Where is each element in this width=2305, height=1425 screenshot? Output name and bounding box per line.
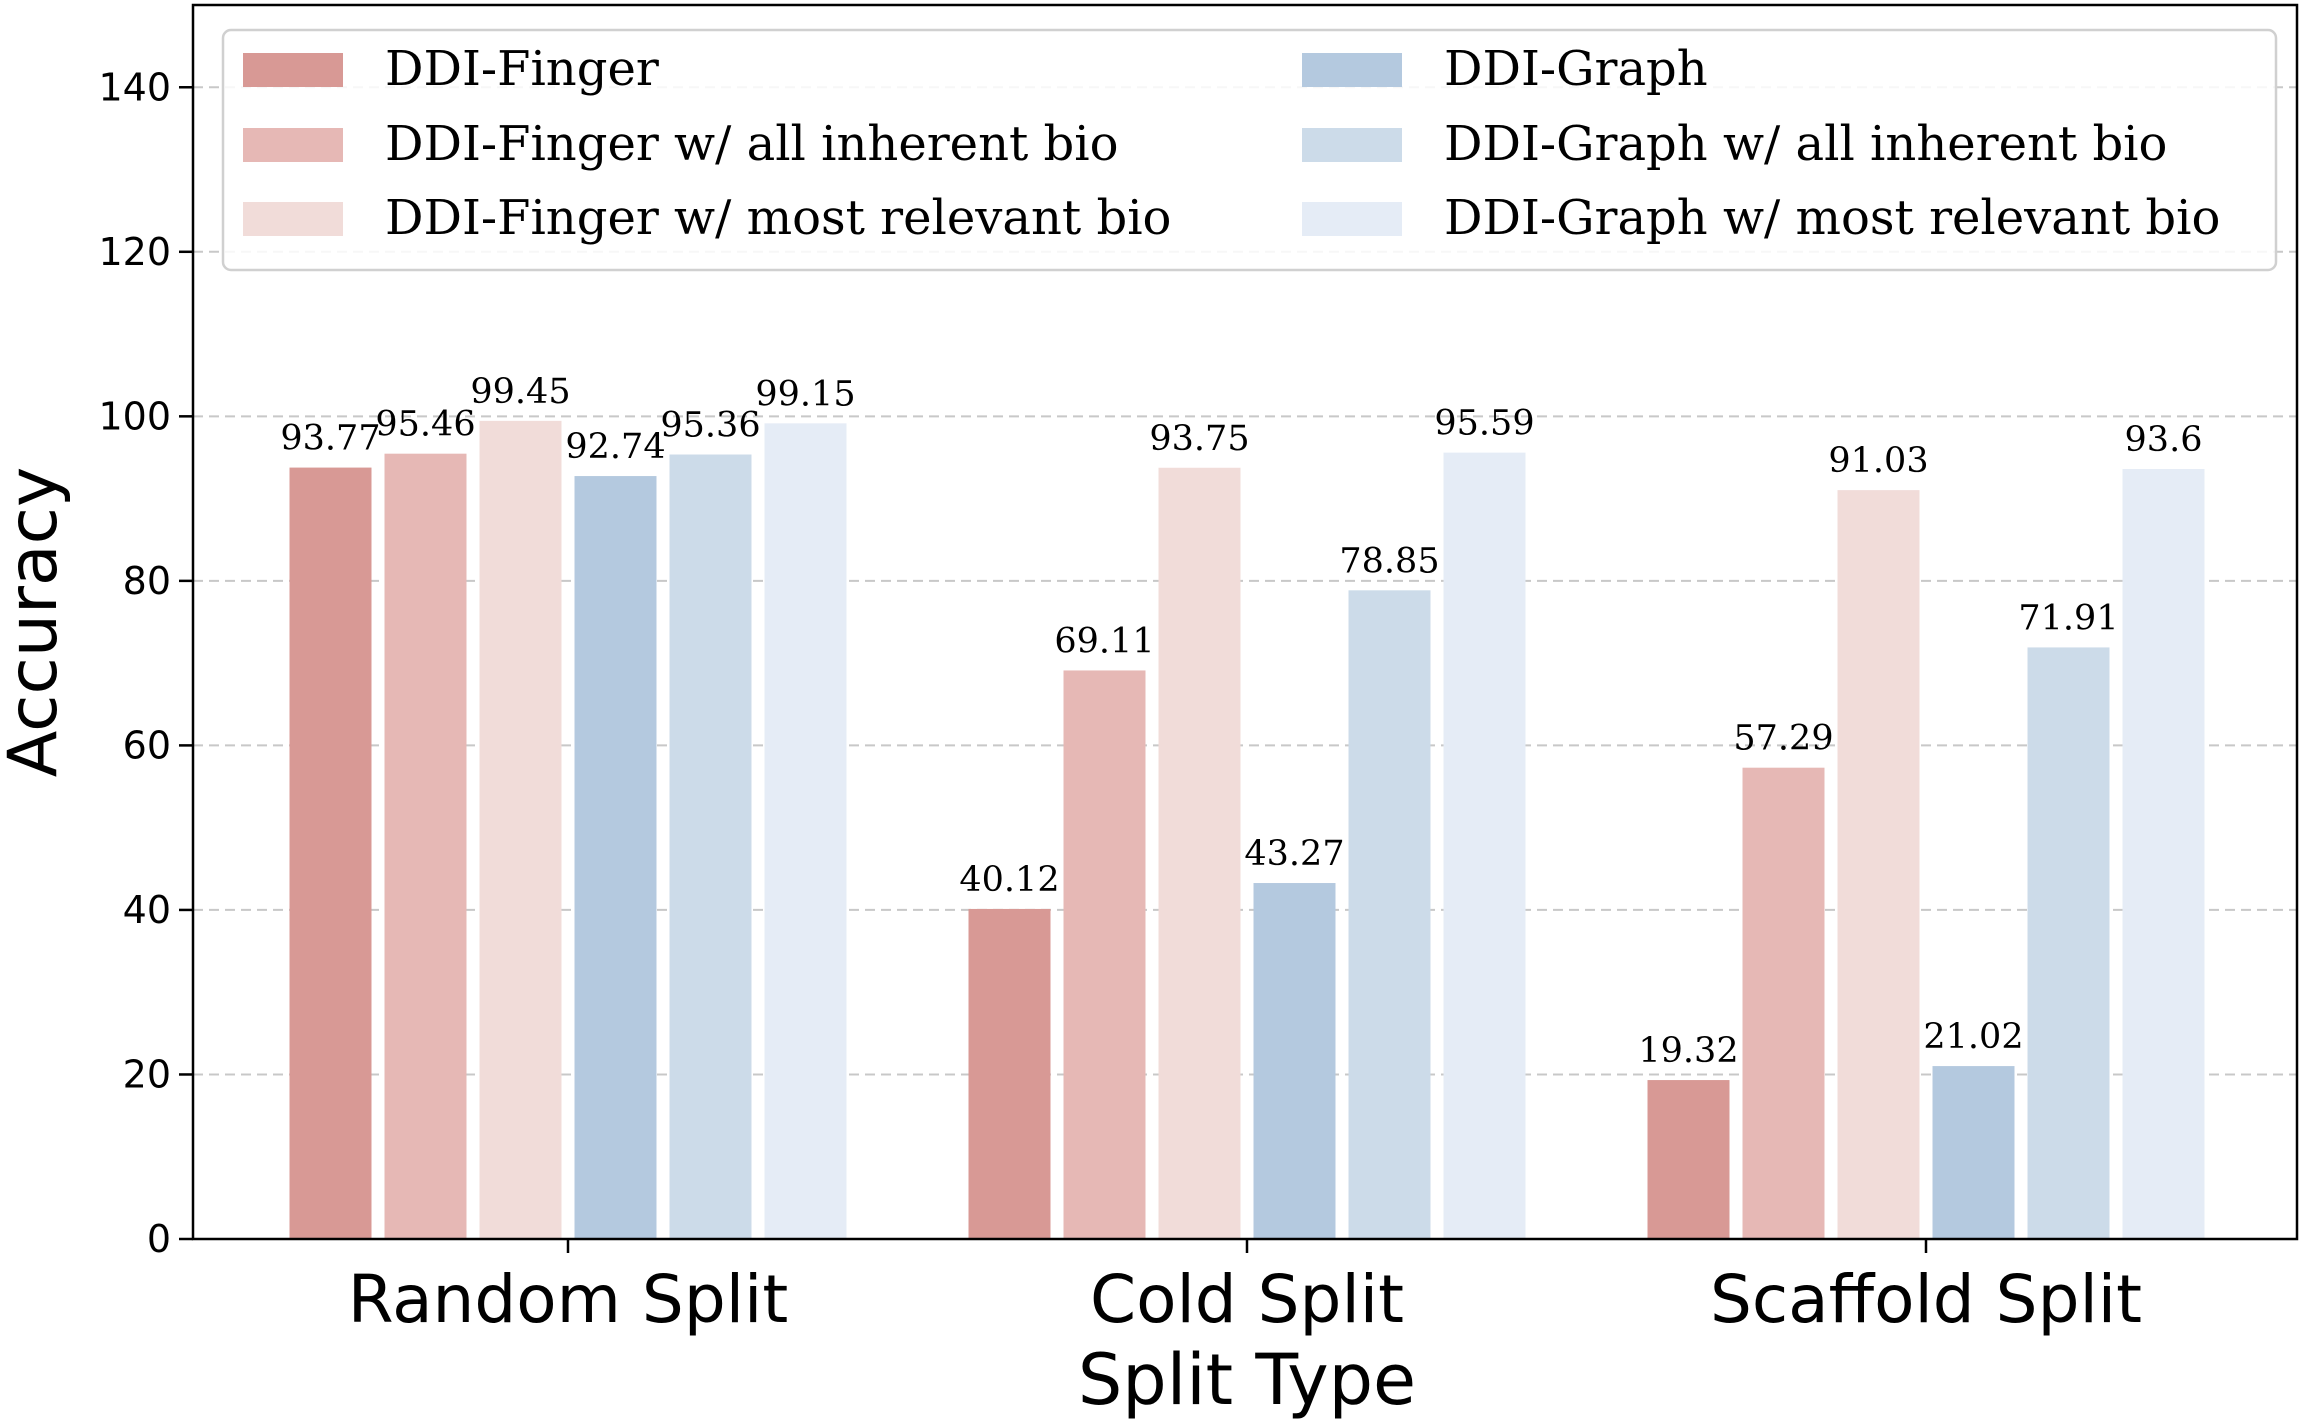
bar-value-label: 21.02: [1923, 1017, 2023, 1057]
bar-value-label: 91.03: [1828, 441, 1928, 481]
y-tick-label: 20: [123, 1052, 171, 1096]
bar: [1742, 767, 1825, 1239]
bar: [968, 908, 1051, 1239]
x-axis-label: Split Type: [1078, 1339, 1416, 1421]
y-tick-label: 140: [98, 65, 171, 109]
bar-value-label: 57.29: [1733, 719, 1833, 759]
legend-label: DDI-Graph: [1444, 41, 1708, 97]
legend-label: DDI-Graph w/ most relevant bio: [1444, 190, 2220, 246]
bar: [1063, 670, 1146, 1239]
legend-label: DDI-Finger w/ most relevant bio: [385, 190, 1171, 246]
x-tick-label: Scaffold Split: [1710, 1261, 2142, 1338]
legend: DDI-Finger DDI-Finger w/ all inherent bio…: [221, 28, 2278, 272]
y-tick-label: 60: [123, 723, 171, 767]
bar-value-label: 95.46: [375, 405, 475, 445]
legend-label: DDI-Graph w/ all inherent bio: [1444, 116, 2167, 172]
axes: [179, 3, 2299, 1253]
legend-swatch: [243, 53, 343, 87]
legend-box: [221, 28, 2278, 272]
bar-value-label: 78.85: [1339, 541, 1439, 581]
legend-swatch: [243, 202, 343, 236]
bar-value-label: 92.74: [565, 427, 665, 467]
bar-value-label: 99.45: [470, 372, 570, 412]
bar-group: [289, 420, 2205, 1240]
legend-label: DDI-Finger w/ all inherent bio: [385, 116, 1119, 172]
y-tick-label: 40: [123, 888, 171, 932]
y-tick-label: 80: [123, 559, 171, 603]
bar: [1348, 590, 1431, 1239]
bar: [764, 423, 847, 1239]
y-tick-label: 100: [98, 394, 171, 438]
bar: [289, 467, 372, 1240]
bar-value-label: 93.77: [280, 419, 380, 459]
bar-value-label: 40.12: [959, 860, 1059, 900]
bar-value-label: 93.75: [1149, 419, 1249, 459]
bar: [574, 476, 657, 1239]
bar-value-label: 99.15: [755, 374, 855, 414]
bar: [1443, 452, 1526, 1240]
bar: [1158, 467, 1241, 1239]
bar-value-label: 95.59: [1434, 404, 1534, 444]
legend-swatch: [243, 128, 343, 162]
plot-frame: [191, 3, 2299, 1241]
bar: [1253, 883, 1336, 1239]
legend-swatch: [1302, 202, 1402, 236]
bar: [1647, 1080, 1730, 1239]
bar-value-label: 43.27: [1244, 834, 1344, 874]
bar: [2122, 468, 2205, 1239]
y-axis-label: Accuracy: [0, 467, 73, 777]
legend-label: DDI-Finger: [385, 41, 659, 97]
bar-value-label: 95.36: [660, 406, 760, 446]
bar-value-label: 93.6: [2125, 420, 2203, 460]
tick-labels: 0 20 40 60 80 100 120 140 Random Split Cold Split…: [98, 65, 2142, 1338]
bar: [479, 420, 562, 1239]
bar-value-label: 19.32: [1638, 1031, 1738, 1071]
bar: [669, 454, 752, 1239]
bar-value-label: 69.11: [1054, 621, 1154, 661]
legend-swatch: [1302, 128, 1402, 162]
legend-swatch: [1302, 53, 1402, 87]
bar-value-label: 71.91: [2018, 598, 2118, 638]
bar: [1837, 490, 1920, 1239]
bar: [1932, 1066, 2015, 1239]
x-tick-label: Cold Split: [1090, 1261, 1404, 1338]
x-tick-label: Random Split: [348, 1261, 789, 1338]
bar: [384, 453, 467, 1240]
y-tick-label: 0: [147, 1217, 171, 1261]
y-tick-label: 120: [98, 230, 171, 274]
bar: [2027, 647, 2110, 1239]
